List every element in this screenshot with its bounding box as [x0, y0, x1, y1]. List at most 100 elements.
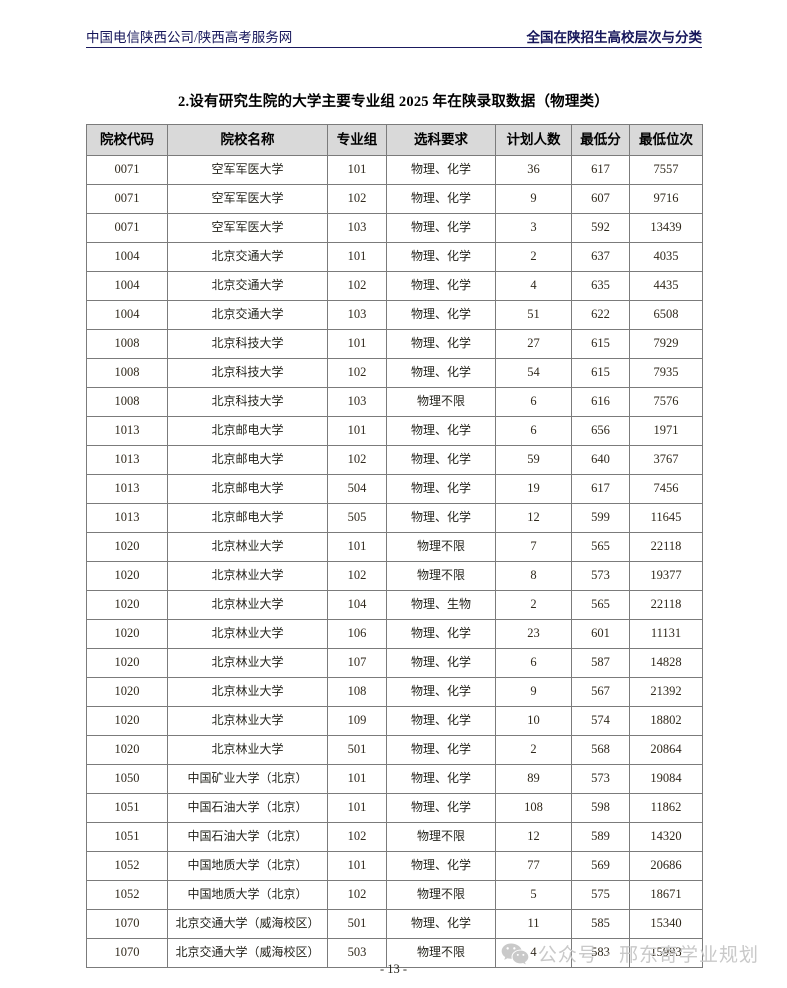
cell-subject-requirement: 物理、化学 — [386, 909, 496, 939]
table-row: 1052 中国地质大学（北京） 101 物理、化学 77 569 20686 — [86, 851, 703, 881]
cell-min-rank: 21392 — [629, 677, 703, 707]
cell-min-rank: 18671 — [629, 880, 703, 910]
cell-min-score: 615 — [571, 358, 630, 388]
cell-major-group: 101 — [327, 532, 387, 562]
cell-school-code: 1004 — [86, 271, 168, 301]
cell-major-group: 102 — [327, 561, 387, 591]
cell-subject-requirement: 物理不限 — [386, 822, 496, 852]
cell-planned-count: 108 — [495, 793, 572, 823]
cell-school-name: 北京邮电大学 — [167, 445, 328, 475]
table-row: 1070 北京交通大学（威海校区） 501 物理、化学 11 585 15340 — [86, 909, 703, 939]
cell-school-code: 1008 — [86, 358, 168, 388]
cell-school-code: 1020 — [86, 532, 168, 562]
cell-planned-count: 23 — [495, 619, 572, 649]
cell-school-code: 1013 — [86, 503, 168, 533]
cell-major-group: 101 — [327, 793, 387, 823]
cell-min-rank: 15993 — [629, 938, 703, 968]
cell-major-group: 102 — [327, 358, 387, 388]
column-header-subject-requirement: 选科要求 — [386, 124, 496, 156]
table-row: 1050 中国矿业大学（北京） 101 物理、化学 89 573 19084 — [86, 764, 703, 794]
cell-school-code: 0071 — [86, 213, 168, 243]
cell-planned-count: 2 — [495, 590, 572, 620]
cell-min-rank: 15340 — [629, 909, 703, 939]
cell-school-code: 1052 — [86, 880, 168, 910]
cell-planned-count: 7 — [495, 532, 572, 562]
cell-min-rank: 4035 — [629, 242, 703, 272]
cell-school-name: 北京林业大学 — [167, 677, 328, 707]
table-row: 1013 北京邮电大学 102 物理、化学 59 640 3767 — [86, 445, 703, 475]
table-row: 1070 北京交通大学（威海校区） 503 物理不限 4 583 15993 — [86, 938, 703, 968]
column-header-school-code: 院校代码 — [86, 124, 168, 156]
table-row: 1008 北京科技大学 101 物理、化学 27 615 7929 — [86, 329, 703, 359]
cell-subject-requirement: 物理、化学 — [386, 677, 496, 707]
cell-min-score: 615 — [571, 329, 630, 359]
cell-min-rank: 9716 — [629, 184, 703, 214]
cell-major-group: 101 — [327, 416, 387, 446]
cell-planned-count: 59 — [495, 445, 572, 475]
cell-min-rank: 1971 — [629, 416, 703, 446]
table-body: 0071 空军军医大学 101 物理、化学 36 617 7557 0071 空军军医大学 102… — [86, 155, 703, 968]
cell-min-rank: 14320 — [629, 822, 703, 852]
cell-major-group: 102 — [327, 445, 387, 475]
cell-min-score: 573 — [571, 561, 630, 591]
cell-school-code: 1013 — [86, 474, 168, 504]
cell-school-name: 北京交通大学 — [167, 271, 328, 301]
cell-school-name: 北京林业大学 — [167, 648, 328, 678]
cell-planned-count: 89 — [495, 764, 572, 794]
table-row: 1013 北京邮电大学 504 物理、化学 19 617 7456 — [86, 474, 703, 504]
cell-min-rank: 14828 — [629, 648, 703, 678]
cell-min-rank: 7929 — [629, 329, 703, 359]
cell-planned-count: 8 — [495, 561, 572, 591]
table-row: 1020 北京林业大学 109 物理、化学 10 574 18802 — [86, 706, 703, 736]
cell-min-rank: 7557 — [629, 155, 703, 185]
cell-school-code: 1004 — [86, 300, 168, 330]
running-head: 中国电信陕西公司/陕西高考服务网 全国在陕招生高校层次与分类 — [86, 26, 702, 48]
cell-subject-requirement: 物理、化学 — [386, 184, 496, 214]
cell-major-group: 107 — [327, 648, 387, 678]
cell-subject-requirement: 物理、化学 — [386, 213, 496, 243]
cell-major-group: 101 — [327, 329, 387, 359]
cell-school-name: 空军军医大学 — [167, 213, 328, 243]
page-title: 2.设有研究生院的大学主要专业组 2025 年在陕录取数据（物理类） — [178, 94, 609, 110]
cell-school-name: 北京科技大学 — [167, 358, 328, 388]
cell-min-score: 567 — [571, 677, 630, 707]
cell-school-code: 1020 — [86, 590, 168, 620]
cell-planned-count: 11 — [495, 909, 572, 939]
running-head-right: 全国在陕招生高校层次与分类 — [526, 30, 703, 45]
cell-planned-count: 6 — [495, 387, 572, 417]
cell-major-group: 101 — [327, 155, 387, 185]
cell-school-code: 1020 — [86, 648, 168, 678]
cell-school-name: 中国地质大学（北京） — [167, 851, 328, 881]
cell-school-code: 1013 — [86, 416, 168, 446]
cell-subject-requirement: 物理不限 — [386, 387, 496, 417]
cell-min-rank: 7935 — [629, 358, 703, 388]
cell-school-name: 北京林业大学 — [167, 735, 328, 765]
cell-school-code: 0071 — [86, 184, 168, 214]
cell-min-rank: 18802 — [629, 706, 703, 736]
table-row: 1020 北京林业大学 101 物理不限 7 565 22118 — [86, 532, 703, 562]
cell-planned-count: 2 — [495, 242, 572, 272]
cell-min-score: 573 — [571, 764, 630, 794]
cell-school-code: 1008 — [86, 329, 168, 359]
cell-planned-count: 9 — [495, 677, 572, 707]
cell-min-rank: 20864 — [629, 735, 703, 765]
cell-school-code: 1070 — [86, 909, 168, 939]
cell-subject-requirement: 物理、化学 — [386, 445, 496, 475]
cell-min-score: 637 — [571, 242, 630, 272]
cell-planned-count: 51 — [495, 300, 572, 330]
cell-subject-requirement: 物理不限 — [386, 532, 496, 562]
cell-school-code: 1051 — [86, 822, 168, 852]
cell-planned-count: 6 — [495, 648, 572, 678]
cell-min-rank: 11131 — [629, 619, 703, 649]
cell-min-rank: 11645 — [629, 503, 703, 533]
cell-subject-requirement: 物理、生物 — [386, 590, 496, 620]
cell-subject-requirement: 物理、化学 — [386, 416, 496, 446]
table-row: 1020 北京林业大学 108 物理、化学 9 567 21392 — [86, 677, 703, 707]
cell-major-group: 102 — [327, 184, 387, 214]
cell-school-code: 1052 — [86, 851, 168, 881]
cell-min-score: 598 — [571, 793, 630, 823]
cell-major-group: 503 — [327, 938, 387, 968]
cell-school-code: 1004 — [86, 242, 168, 272]
cell-subject-requirement: 物理不限 — [386, 938, 496, 968]
